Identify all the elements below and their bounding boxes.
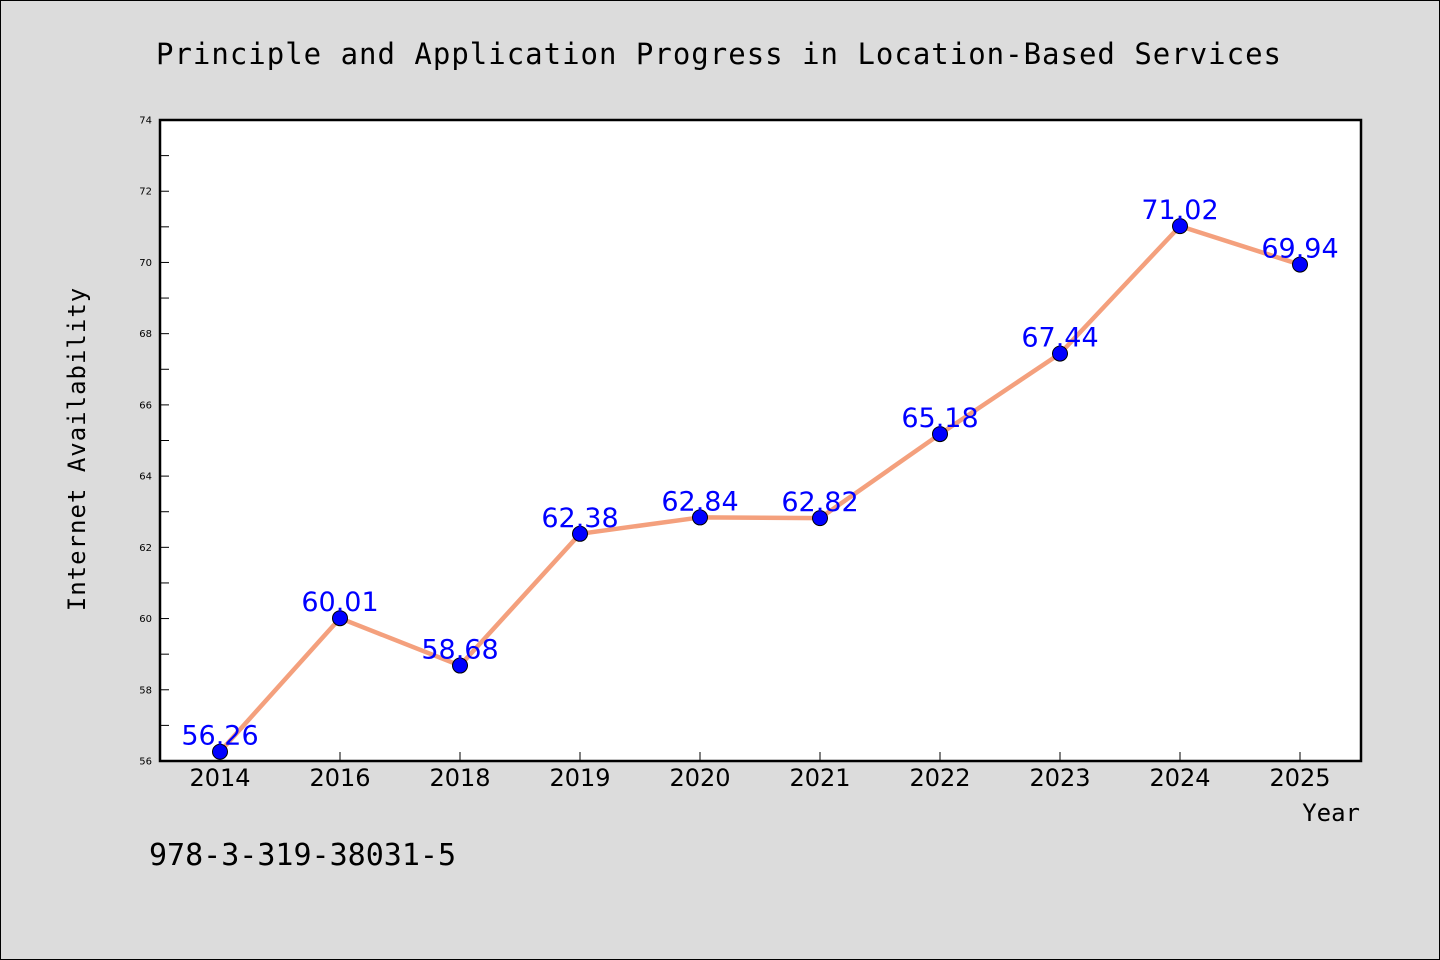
data-label: 65.18 — [901, 403, 978, 434]
data-point — [332, 610, 348, 627]
footnote-isbn: 978-3-319-38031-5 — [149, 838, 456, 873]
y-axis-ticks: 56 58 60 62 64 66 68 70 72 74 — [139, 116, 169, 768]
data-label: 67.44 — [1021, 323, 1098, 354]
y-tick-label: 72 — [139, 187, 152, 198]
y-tick-label: 66 — [139, 400, 152, 411]
y-tick-label: 62 — [139, 543, 152, 554]
y-tick-label: 70 — [139, 258, 152, 269]
y-tick-label: 74 — [139, 116, 152, 127]
x-tick-label: 2014 — [189, 764, 250, 792]
chart-title: Principle and Application Progress in Lo… — [156, 37, 1282, 71]
data-point — [452, 657, 468, 674]
data-point — [812, 510, 828, 527]
data-point — [1172, 218, 1188, 235]
data-point — [572, 525, 588, 542]
plot-area — [158, 118, 1363, 763]
y-tick-label: 56 — [139, 757, 152, 768]
x-tick-label: 2016 — [309, 764, 370, 792]
x-axis-label: Year — [1302, 799, 1360, 827]
series-line-group — [217, 223, 1303, 754]
series-line — [217, 223, 1303, 754]
x-tick-label: 2022 — [909, 764, 970, 792]
y-axis-label: Internet Availability — [63, 287, 91, 611]
y-tick-label: 58 — [139, 685, 152, 696]
data-label: 62.38 — [541, 503, 618, 534]
x-tick-label: 2018 — [429, 764, 490, 792]
data-markers — [212, 218, 1308, 760]
x-tick-label: 2020 — [669, 764, 730, 792]
data-point — [212, 743, 228, 760]
y-tick-label: 68 — [139, 329, 152, 340]
data-label: 69.94 — [1261, 234, 1338, 265]
data-point — [932, 426, 948, 443]
x-tick-label: 2025 — [1269, 764, 1330, 792]
data-point — [1052, 345, 1068, 362]
x-tick-label: 2023 — [1029, 764, 1090, 792]
x-tick-label: 2019 — [549, 764, 610, 792]
y-tick-label: 64 — [139, 472, 152, 483]
data-label: 62.82 — [781, 487, 858, 518]
data-labels: 56.26 60.01 58.68 62.38 62.84 62.82 65.18 67.44… — [181, 195, 1338, 752]
x-tick-label: 2021 — [789, 764, 850, 792]
data-label: 58.68 — [421, 635, 498, 666]
data-point — [692, 509, 708, 526]
data-label: 60.01 — [301, 587, 378, 618]
data-label: 71.02 — [1141, 195, 1218, 226]
y-tick-label: 60 — [139, 614, 152, 625]
data-point — [1292, 256, 1308, 273]
data-label: 62.84 — [661, 486, 738, 517]
x-tick-label: 2024 — [1149, 764, 1210, 792]
x-axis-ticks: 2014 2016 2018 2019 2020 2021 2022 2023 2024 2025 — [189, 752, 1331, 792]
data-label: 56.26 — [181, 721, 258, 752]
